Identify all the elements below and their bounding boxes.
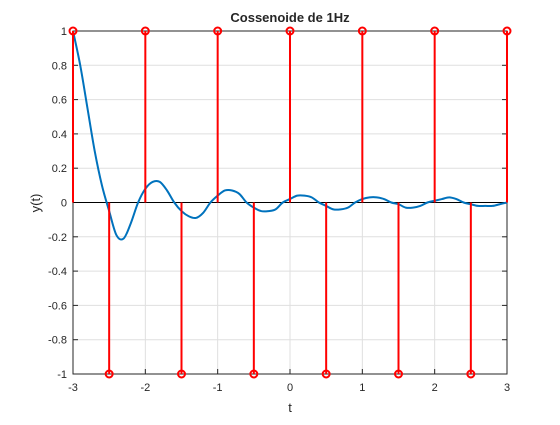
stem-marker — [249, 369, 259, 379]
y-tick-label: 0 — [61, 198, 67, 210]
x-tick-label: 2 — [432, 382, 438, 394]
y-tick-label: -0.8 — [48, 335, 67, 347]
y-tick-label: 0.4 — [52, 129, 67, 141]
y-axis-label: y(t) — [28, 194, 43, 213]
y-tick-label: 0.6 — [52, 95, 67, 107]
x-tick-label: -2 — [140, 382, 150, 394]
stem-marker — [502, 26, 512, 36]
stem-marker — [285, 26, 295, 36]
stem-marker — [68, 26, 78, 36]
stem-marker — [394, 369, 403, 379]
stem-marker — [140, 26, 150, 36]
x-tick-label: -1 — [213, 382, 223, 394]
y-tick-label: -1 — [57, 369, 67, 381]
stem-marker — [357, 26, 367, 36]
y-tick-labels: -1 -0.8 -0.6 -0.4 -0.2 0 0.2 0.4 0.6 0.8 1 — [48, 26, 67, 381]
x-tick-label: -3 — [68, 382, 78, 394]
stem-series — [68, 26, 512, 379]
stem-marker — [177, 369, 186, 379]
y-tick-label: 0.8 — [52, 60, 67, 72]
x-tick-label: 3 — [504, 382, 510, 394]
y-tick-label: 0.2 — [52, 163, 67, 175]
stem-marker — [466, 369, 476, 379]
y-tick-label: -0.6 — [48, 300, 67, 312]
y-tick-label: 1 — [61, 26, 67, 38]
stem-marker — [321, 369, 331, 379]
stem-marker — [213, 26, 223, 36]
x-axis-label: t — [288, 400, 292, 415]
x-tick-label: 1 — [359, 382, 365, 394]
chart-title: Cossenoide de 1Hz — [230, 10, 350, 25]
y-tick-label: -0.4 — [48, 266, 67, 278]
x-tick-labels: -3 -2 -1 0 1 2 3 — [68, 382, 510, 394]
x-tick-label: 0 — [287, 382, 293, 394]
y-tick-label: -0.2 — [48, 232, 67, 244]
stem-marker — [104, 369, 114, 379]
stem-marker — [430, 26, 440, 36]
